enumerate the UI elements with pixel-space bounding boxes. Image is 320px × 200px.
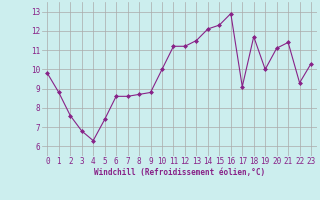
X-axis label: Windchill (Refroidissement éolien,°C): Windchill (Refroidissement éolien,°C) xyxy=(94,168,265,177)
